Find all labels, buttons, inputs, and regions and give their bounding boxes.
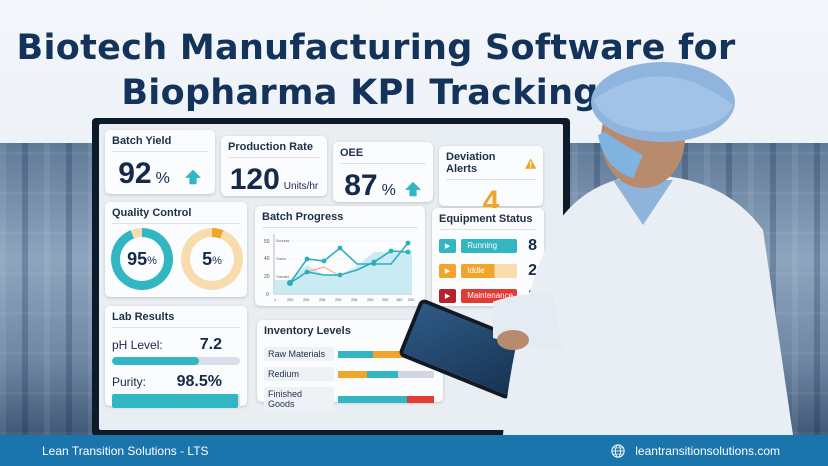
purity-bar: [112, 394, 240, 408]
kpi-card-oee[interactable]: OEE 87 %: [333, 142, 433, 202]
lab-technician-photo: [493, 62, 793, 435]
inventory-row-redium[interactable]: Redium: [264, 367, 436, 381]
equipment-row-idle[interactable]: ▶ Iddle 2: [439, 262, 537, 280]
lab-results-card[interactable]: Lab Results pH Level: 7.2 Purity: 98.5%: [105, 306, 247, 408]
dashboard-monitor: Batch Yield 92 % Production Rate 120 Uni…: [92, 118, 570, 436]
inventory-label: Raw Materials: [264, 347, 334, 361]
equipment-row-running[interactable]: ▶ Running 8: [439, 237, 537, 255]
quality-fail-donut: 5%: [181, 228, 243, 290]
status-count: 2: [528, 262, 537, 279]
inventory-row-finished-goods[interactable]: Finished Goods: [264, 387, 436, 411]
quality-pass-donut: 95%: [111, 228, 173, 290]
equipment-status-card[interactable]: Equipment Status ▶ Running 8 ▶ Iddle 2 ▶…: [432, 208, 544, 306]
kpi-title: Batch Yield: [112, 135, 208, 152]
purity-label: Purity:: [112, 375, 147, 389]
card-title: Quality Control: [112, 207, 240, 224]
kpi-value: 120: [229, 163, 280, 196]
inventory-label: Finished Goods: [264, 387, 334, 411]
x-tick: 1: [274, 298, 276, 302]
card-title: Lab Results: [112, 311, 240, 328]
card-title: Batch Progress: [262, 211, 418, 228]
y-tick: 50: [264, 239, 270, 245]
kpi-unit: Units/hr: [283, 181, 319, 192]
kpi-title: Production Rate: [228, 141, 320, 158]
up-arrow-icon: [184, 169, 201, 185]
ph-label: pH Level:: [112, 338, 163, 352]
kpi-title: Deviation Alerts: [446, 151, 496, 175]
title-line-1: Biotech Manufacturing Software for: [16, 28, 736, 68]
x-tick: 180: [396, 298, 402, 302]
batch-progress-chart: 50 40 20 0 Success Toxins Transfer: [264, 234, 414, 302]
inventory-bar: [338, 395, 434, 403]
play-icon: ▶: [439, 289, 457, 303]
series-annotation: Transfer: [276, 275, 290, 279]
x-tick: 250: [367, 298, 373, 302]
play-icon: ▶: [439, 264, 457, 278]
x-tick: 200: [287, 298, 293, 302]
x-tick: 209: [335, 298, 341, 302]
dashboard-screen: Batch Yield 92 % Production Rate 120 Uni…: [99, 124, 563, 430]
y-tick: 40: [264, 256, 270, 262]
series-annotation: Toxins: [276, 257, 286, 261]
x-tick: 206: [351, 298, 357, 302]
status-label: Iddle: [461, 264, 518, 278]
kpi-card-deviation-alerts[interactable]: Deviation Alerts 4: [439, 146, 543, 218]
title-line-2: Biopharma KPI Tracking: [121, 73, 599, 113]
kpi-card-production-rate[interactable]: Production Rate 120 Units/hr: [221, 136, 327, 196]
purity-value: 98.5%: [176, 373, 222, 390]
page-title: Biotech Manufacturing Software for Bioph…: [0, 26, 760, 116]
warning-icon: [524, 157, 536, 169]
quality-control-card[interactable]: Quality Control 95% 5%: [105, 202, 247, 297]
kpi-value: 92: [118, 157, 152, 190]
status-label: Running: [461, 239, 518, 253]
kpi-card-batch-yield[interactable]: Batch Yield 92 %: [105, 130, 215, 194]
y-tick: 20: [264, 274, 270, 280]
ph-level-bar: [112, 357, 240, 365]
series-annotation: Success: [276, 239, 289, 243]
x-tick: 200: [382, 298, 388, 302]
batch-progress-card[interactable]: Batch Progress 50 40 20 0 Success Toxins…: [255, 206, 425, 306]
x-tick: 205: [303, 298, 309, 302]
status-count: 8: [528, 237, 537, 254]
ph-value: 7.2: [199, 336, 222, 353]
x-tick: 206: [319, 298, 325, 302]
card-title: Equipment Status: [439, 213, 537, 230]
pass-value: 95: [127, 248, 148, 269]
card-title: Inventory Levels: [264, 325, 351, 337]
kpi-title: OEE: [340, 147, 426, 164]
footer-bar: Lean Transition Solutions - LTS leantran…: [0, 435, 828, 466]
up-arrow-icon: [404, 181, 421, 197]
fail-unit: %: [212, 255, 222, 267]
y-tick: 0: [266, 292, 269, 298]
kpi-unit: %: [155, 170, 170, 187]
inventory-bar: [338, 350, 434, 358]
kpi-value: 87: [344, 169, 378, 202]
inventory-row-raw-materials[interactable]: Raw Materials: [264, 347, 436, 361]
play-icon: ▶: [439, 239, 457, 253]
x-tick: 200: [408, 298, 414, 302]
website-link[interactable]: leantransitionsolutions.com: [635, 443, 780, 458]
inventory-bar: [338, 370, 434, 378]
kpi-unit: %: [381, 182, 396, 199]
pass-unit: %: [147, 255, 157, 267]
company-name: Lean Transition Solutions - LTS: [42, 443, 209, 458]
globe-icon: [611, 443, 625, 458]
inventory-label: Redium: [264, 367, 334, 381]
fail-value: 5: [202, 248, 213, 269]
